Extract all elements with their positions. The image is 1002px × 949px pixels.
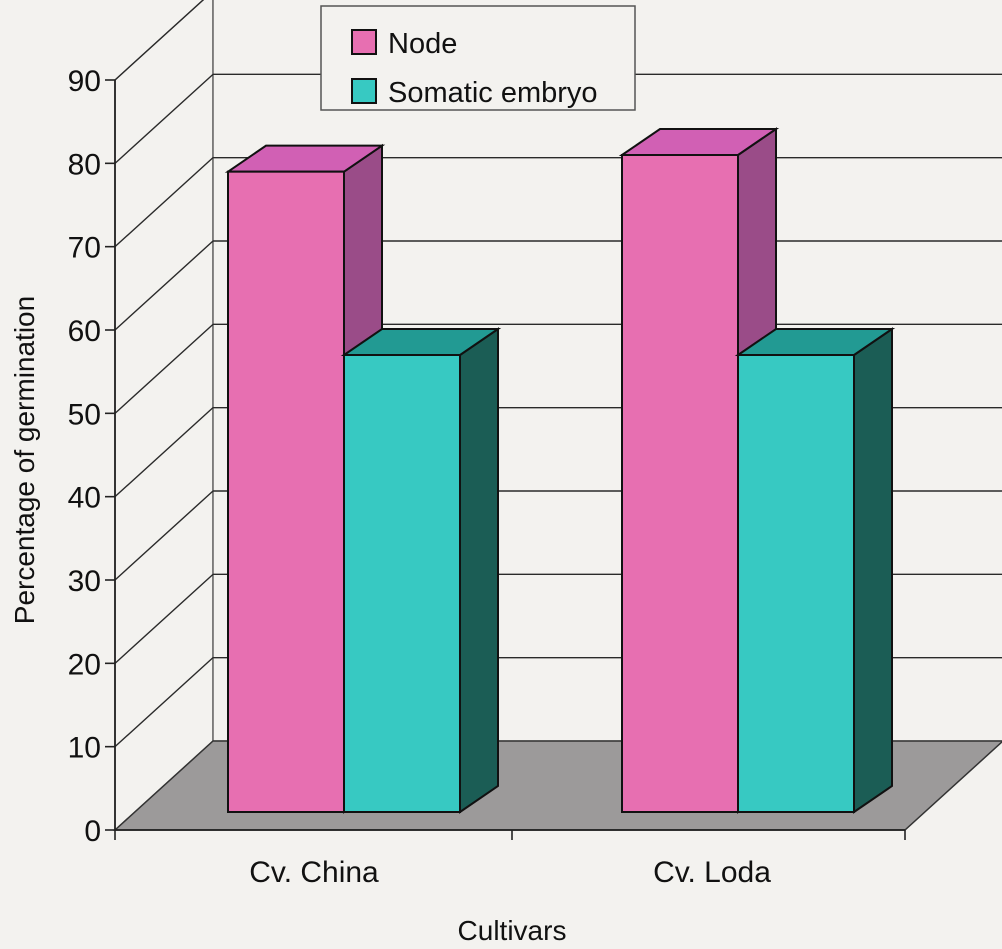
y-tick-label: 50 [68, 398, 101, 431]
y-tick-label: 90 [68, 65, 101, 98]
gridline-side [114, 573, 214, 664]
gridline-side [114, 240, 214, 331]
x-tick-label: Cv. Loda [653, 856, 771, 889]
gridline-side [114, 73, 214, 164]
gridline-side [114, 0, 205, 81]
gridline-side [114, 657, 214, 748]
bar-somatic-embryo-cv-china [340, 327, 502, 814]
bar-front-somatic-embryo-cv-china [343, 354, 461, 813]
bar-front-somatic-embryo-cv-loda [737, 354, 855, 813]
gridline-side [114, 157, 214, 248]
side-wall [114, 0, 214, 832]
y-tick-label: 60 [68, 315, 101, 348]
y-tick-label: 10 [68, 732, 101, 765]
bar-somatic-embryo-cv-loda [734, 327, 896, 814]
legend-swatch-node [351, 29, 377, 55]
x-tick-labels: Cv. China Cv. Loda [114, 830, 906, 889]
bar-side-somatic-embryo-cv-china [459, 327, 499, 814]
y-tick-label: 40 [68, 482, 101, 515]
y-tick-label: 80 [68, 148, 101, 181]
legend-label-node: Node [388, 28, 457, 60]
legend-label-somatic-embryo: Somatic embryo [388, 77, 598, 109]
y-tick-label: 0 [84, 815, 101, 848]
bar-side-somatic-embryo-cv-loda [853, 327, 893, 814]
axes [114, 80, 905, 831]
bars [224, 127, 896, 814]
x-tick-label: Cv. China [249, 856, 379, 889]
gridline-side [114, 323, 214, 414]
y-axis-title: Percentage of germination [9, 296, 40, 624]
gridline-side [114, 407, 214, 498]
bar-front-node-cv-loda [621, 154, 739, 813]
y-tick-label: 70 [68, 232, 101, 265]
y-tick-label: 30 [68, 565, 101, 598]
legend: Node Somatic embryo [320, 5, 636, 111]
bar-front-node-cv-china [227, 170, 345, 813]
y-tick-labels: 0 10 20 30 40 50 60 70 80 90 [68, 65, 115, 848]
x-axis-title: Cultivars [458, 915, 567, 946]
legend-swatch-somatic-embryo [351, 78, 377, 104]
y-tick-label: 20 [68, 648, 101, 681]
gridline-side [114, 490, 214, 581]
